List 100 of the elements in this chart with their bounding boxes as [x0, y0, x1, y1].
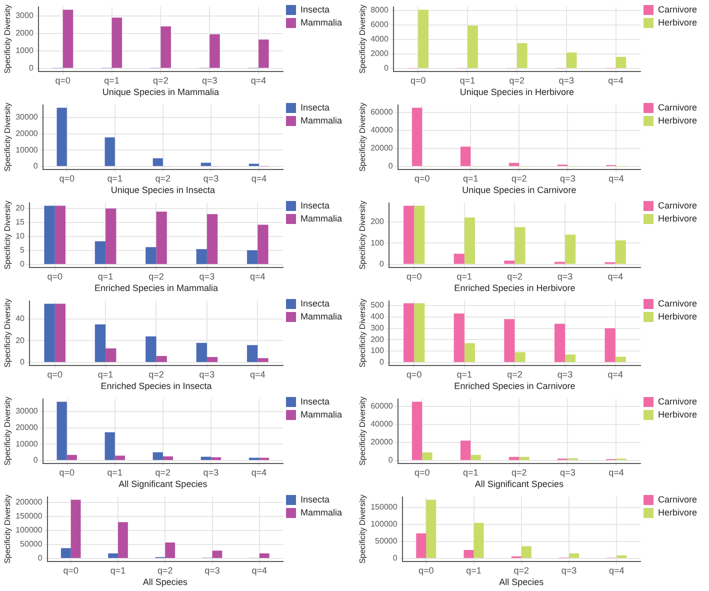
- x-tick-label: q=1: [456, 271, 472, 282]
- bar: [200, 456, 211, 460]
- x-tick-label: q=2: [148, 369, 164, 380]
- x-tick-label: q=1: [466, 565, 482, 576]
- bar: [196, 342, 207, 362]
- y-tick-label: 15: [16, 218, 26, 227]
- bar: [162, 456, 174, 460]
- x-axis-title: Enriched Species in Mammalia: [94, 283, 218, 294]
- x-tick-label: q=1: [462, 467, 478, 478]
- y-tick-label: 40: [16, 314, 26, 324]
- bar: [504, 319, 515, 362]
- x-tick-label: q=4: [608, 467, 624, 478]
- bar: [104, 137, 115, 166]
- x-tick-label: q=0: [410, 75, 426, 86]
- legend-label: Insecta: [300, 494, 330, 504]
- y-tick-label: 150000: [370, 502, 398, 512]
- y-tick-label: 400: [370, 312, 384, 322]
- y-tick-label: 20000: [370, 144, 394, 153]
- y-tick-label: 20000: [16, 423, 38, 432]
- bar: [112, 18, 122, 68]
- y-axis-title: Specificity Diversity: [3, 102, 12, 172]
- bar: [470, 454, 481, 460]
- y-axis-title: Specificity Diversity: [358, 4, 368, 74]
- bar: [118, 522, 128, 558]
- y-tick-label: 50000: [375, 536, 398, 546]
- x-tick-label: q=0: [414, 173, 430, 184]
- bar: [454, 254, 464, 264]
- bar: [54, 206, 66, 264]
- y-tick-label: 10000: [16, 439, 38, 448]
- y-tick-label: 60000: [370, 107, 394, 116]
- legend-label: Herbivore: [658, 115, 697, 126]
- y-tick-label: 3000: [16, 11, 34, 20]
- y-axis-title: Specificity Diversity: [358, 200, 368, 270]
- bar: [454, 313, 464, 362]
- x-tick-label: q=3: [560, 173, 576, 184]
- y-axis-title: Specificity Diversity: [3, 396, 12, 466]
- x-axis-title: Unique Species in Mammalia: [102, 87, 219, 98]
- y-tick-label: 0: [33, 456, 38, 465]
- bar: [615, 356, 626, 362]
- y-tick-label: 0: [379, 260, 384, 269]
- x-tick-label: q=0: [418, 565, 434, 576]
- y-tick-label: 500: [370, 300, 384, 310]
- y-axis-title: Specificity Diversity: [358, 102, 368, 172]
- bar: [569, 553, 580, 558]
- x-tick-label: q=2: [158, 565, 173, 576]
- y-tick-label: 100000: [370, 520, 398, 529]
- legend-label: Mammalia: [300, 507, 342, 518]
- bar: [468, 26, 478, 68]
- x-tick-label: q=3: [557, 369, 573, 380]
- legend-label: Carnivore: [658, 102, 697, 112]
- bar: [108, 553, 118, 558]
- y-tick-label: 0: [379, 358, 384, 367]
- x-tick-label: q=3: [560, 467, 576, 478]
- bar: [94, 241, 106, 264]
- bar: [247, 250, 258, 264]
- bar: [106, 348, 116, 362]
- bar: [104, 432, 115, 460]
- x-tick-label: q=4: [608, 75, 624, 86]
- x-tick-label: q=0: [406, 369, 422, 380]
- legend-label: Mammalia: [300, 409, 342, 420]
- y-tick-label: 40000: [370, 126, 394, 135]
- bar: [56, 108, 67, 166]
- x-tick-label: q=0: [414, 467, 430, 478]
- bar: [60, 548, 71, 558]
- x-tick-label: q=0: [47, 369, 62, 380]
- y-tick-label: 30000: [16, 112, 38, 122]
- y-tick-label: 20: [16, 204, 26, 213]
- y-tick-label: 0: [388, 162, 394, 171]
- x-tick-label: q=4: [250, 271, 266, 282]
- bar: [615, 240, 626, 264]
- x-axis-title: Unique Species in Herbivore: [460, 87, 574, 98]
- x-tick-label: q=2: [155, 173, 171, 184]
- y-tick-label: 2000: [370, 49, 389, 58]
- x-tick-label: q=2: [148, 271, 164, 282]
- y-axis-title: Specificity Diversity: [358, 494, 368, 564]
- bar: [514, 227, 526, 264]
- y-tick-label: 2000: [16, 28, 34, 38]
- x-axis-title: All Significant Species: [118, 479, 208, 490]
- bar: [521, 546, 532, 558]
- x-tick-label: q=4: [608, 369, 623, 380]
- bar: [44, 304, 55, 362]
- x-tick-label: q=4: [609, 565, 624, 576]
- x-tick-label: q=2: [512, 467, 527, 478]
- bar: [554, 324, 566, 362]
- bar: [426, 500, 436, 558]
- bar: [258, 358, 268, 362]
- bar: [114, 456, 125, 460]
- x-axis-title: Enriched Species in Insecta: [100, 381, 212, 392]
- bar: [412, 108, 422, 166]
- bar: [416, 533, 426, 558]
- x-tick-label: q=2: [155, 467, 171, 478]
- legend-label: Carnivore: [658, 494, 697, 504]
- legend-label: Herbivore: [658, 17, 697, 28]
- legend-label: Mammalia: [300, 17, 342, 28]
- bar: [414, 303, 425, 362]
- x-tick-label: q=2: [509, 75, 525, 86]
- legend-label: Mammalia: [300, 213, 342, 224]
- bar: [414, 206, 425, 264]
- y-tick-label: 20000: [16, 129, 38, 138]
- x-tick-label: q=1: [98, 271, 114, 282]
